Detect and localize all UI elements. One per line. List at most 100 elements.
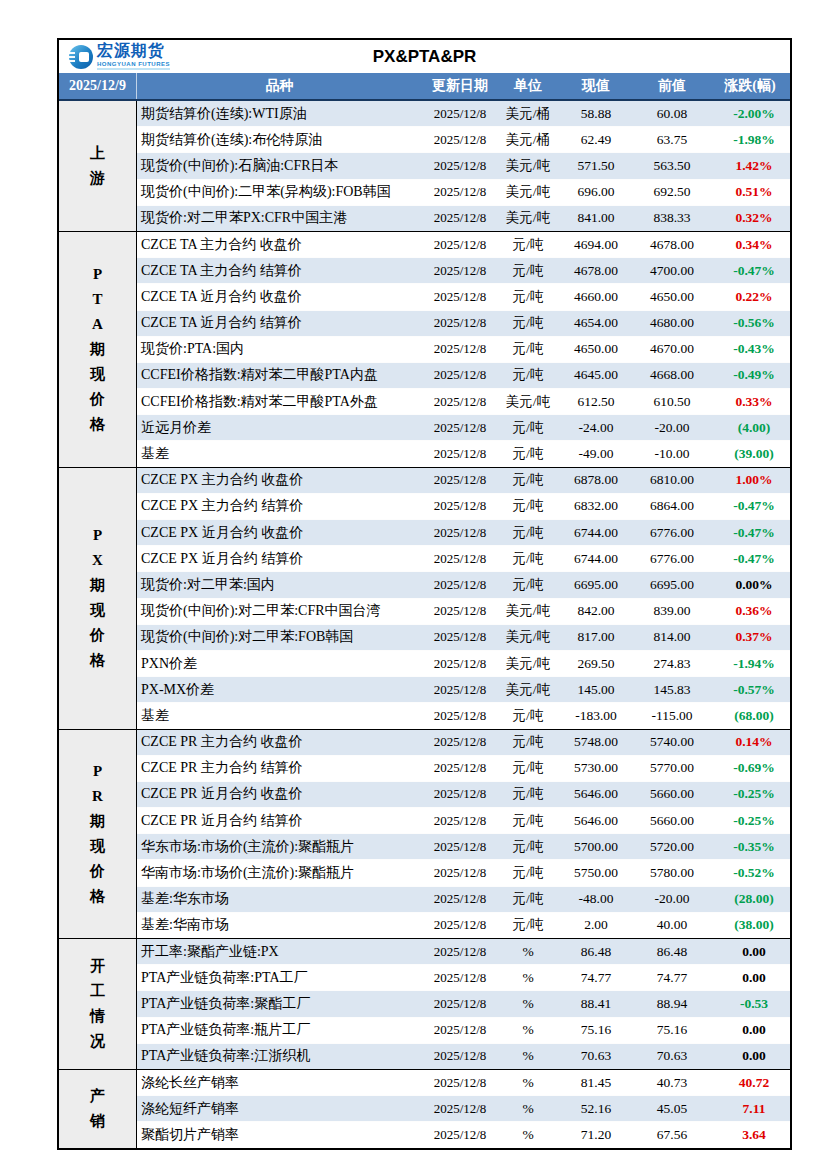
section-label-char: 游 [90,166,105,191]
cell-unit: 元/吨 [498,419,558,437]
cell-current-value: -183.00 [558,708,634,724]
cell-previous-value: 5660.00 [634,813,710,829]
section-rows: CZCE PX 主力合约 收盘价2025/12/8元/吨6878.006810.… [137,468,790,729]
cell-previous-value: 5720.00 [634,839,710,855]
cell-update-date: 2025/12/8 [422,865,498,881]
cell-previous-value: 74.77 [634,970,710,986]
section-label-char: 格 [90,884,105,909]
cell-unit: 元/吨 [498,262,558,280]
section-label-char: 期 [90,573,105,598]
table-row: 期货结算价(连续):布伦特原油2025/12/8美元/桶62.4963.75-1… [137,126,790,152]
report-date: 2025/12/9 [59,73,137,99]
cell-previous-value: 63.75 [634,132,710,148]
cell-current-value: 269.50 [558,656,634,672]
table-body: 上游期货结算价(连续):WTI原油2025/12/8美元/桶58.8860.08… [59,101,790,1148]
section-label-char: 况 [90,1029,105,1054]
cell-previous-value: 45.05 [634,1101,710,1117]
cell-change: 0.00 [710,944,790,960]
cell-current-value: 4660.00 [558,289,634,305]
section-label: 上游 [59,101,137,231]
section-label-char: T [92,287,102,312]
cell-current-value: 571.50 [558,158,634,174]
cell-previous-value: -10.00 [634,446,710,462]
cell-change: 40.72 [710,1075,790,1091]
cell-variety: 基差 [137,707,422,725]
cell-unit: % [498,1022,558,1038]
table-row: 现货价:PTA:国内2025/12/8元/吨4650.004670.00-0.4… [137,336,790,362]
cell-variety: 基差:华东市场 [137,890,422,908]
section-rows: 涤纶长丝产销率2025/12/8%81.4540.7340.72涤纶短纤产销率2… [137,1070,790,1148]
cell-variety: CZCE PX 近月合约 收盘价 [137,524,422,542]
table-row: 现货价(中间价):对二甲苯:FOB韩国2025/12/8美元/吨817.0081… [137,624,790,650]
section-rows: CZCE PR 主力合约 收盘价2025/12/8元/吨5748.005740.… [137,730,790,939]
cell-update-date: 2025/12/8 [422,132,498,148]
cell-change: 7.11 [710,1101,790,1117]
cell-variety: 开工率:聚酯产业链:PX [137,943,422,961]
cell-variety: CZCE TA 主力合约 收盘价 [137,236,422,254]
cell-variety: CZCE PR 近月合约 结算价 [137,812,422,830]
col-header-change: 涨跌(幅) [710,77,790,95]
cell-change: -0.43% [710,341,790,357]
cell-previous-value: -20.00 [634,420,710,436]
cell-current-value: 842.00 [558,603,634,619]
table-row: CZCE PR 近月合约 收盘价2025/12/8元/吨5646.005660.… [137,781,790,807]
cell-current-value: 841.00 [558,210,634,226]
table-section: 产销涤纶长丝产销率2025/12/8%81.4540.7340.72涤纶短纤产销… [59,1069,790,1148]
cell-previous-value: 6776.00 [634,551,710,567]
cell-variety: 期货结算价(连续):布伦特原油 [137,131,422,149]
cell-unit: 美元/吨 [498,681,558,699]
cell-previous-value: 6776.00 [634,525,710,541]
cell-previous-value: 75.16 [634,1022,710,1038]
cell-change: 1.00% [710,472,790,488]
cell-change: (38.00) [710,917,790,933]
cell-variety: PTA产业链负荷率:瓶片工厂 [137,1021,422,1039]
section-label-char: P [93,262,102,287]
section-rows: 期货结算价(连续):WTI原油2025/12/8美元/桶58.8860.08-2… [137,101,790,231]
cell-change: 0.00 [710,970,790,986]
cell-change: (68.00) [710,708,790,724]
section-label: PX期现价格 [59,468,137,729]
table-row: CZCE PR 主力合约 结算价2025/12/8元/吨5730.005770.… [137,755,790,781]
table-row: 基差:华南市场2025/12/8元/吨2.0040.00(38.00) [137,912,790,938]
cell-unit: 元/吨 [498,707,558,725]
cell-unit: 元/吨 [498,838,558,856]
cell-variety: 近远月价差 [137,419,422,437]
cell-variety: CZCE PR 主力合约 收盘价 [137,733,422,751]
cell-update-date: 2025/12/8 [422,682,498,698]
table-section: PX期现价格CZCE PX 主力合约 收盘价2025/12/8元/吨6878.0… [59,467,790,729]
cell-variety: CZCE TA 近月合约 收盘价 [137,288,422,306]
cell-unit: 元/吨 [498,445,558,463]
table-row: CZCE TA 近月合约 结算价2025/12/8元/吨4654.004680.… [137,310,790,336]
cell-update-date: 2025/12/8 [422,315,498,331]
cell-change: 3.64 [710,1127,790,1143]
cell-previous-value: 6810.00 [634,472,710,488]
cell-update-date: 2025/12/8 [422,734,498,750]
cell-unit: 元/吨 [498,759,558,777]
section-label-char: X [92,548,103,573]
table-section: PTA期现价格CZCE TA 主力合约 收盘价2025/12/8元/吨4694.… [59,231,790,467]
table-row: CCFEI价格指数:精对苯二甲酸PTA内盘2025/12/8元/吨4645.00… [137,362,790,388]
cell-unit: 元/吨 [498,236,558,254]
cell-previous-value: 610.50 [634,394,710,410]
table-row: CZCE TA 主力合约 结算价2025/12/8元/吨4678.004700.… [137,257,790,283]
cell-unit: 美元/吨 [498,602,558,620]
cell-unit: 元/吨 [498,785,558,803]
cell-unit: 元/吨 [498,733,558,751]
cell-unit: 元/吨 [498,864,558,882]
cell-unit: 元/吨 [498,576,558,594]
cell-unit: 美元/吨 [498,209,558,227]
cell-update-date: 2025/12/8 [422,786,498,802]
table-row: 现货价(中间价):对二甲苯:CFR中国台湾2025/12/8美元/吨842.00… [137,598,790,624]
cell-update-date: 2025/12/8 [422,446,498,462]
cell-variety: CCFEI价格指数:精对苯二甲酸PTA内盘 [137,366,422,384]
cell-current-value: 5700.00 [558,839,634,855]
cell-previous-value: 145.83 [634,682,710,698]
table-section: 上游期货结算价(连续):WTI原油2025/12/8美元/桶58.8860.08… [59,101,790,231]
table-row: 基差:华东市场2025/12/8元/吨-48.00-20.00(28.00) [137,886,790,912]
cell-previous-value: 814.00 [634,629,710,645]
section-label: PTA期现价格 [59,232,137,467]
table-row: PTA产业链负荷率:江浙织机2025/12/8%70.6370.630.00 [137,1043,790,1069]
cell-change: -0.47% [710,498,790,514]
section-label-char: 期 [90,809,105,834]
table-row: CZCE PR 近月合约 结算价2025/12/8元/吨5646.005660.… [137,807,790,833]
